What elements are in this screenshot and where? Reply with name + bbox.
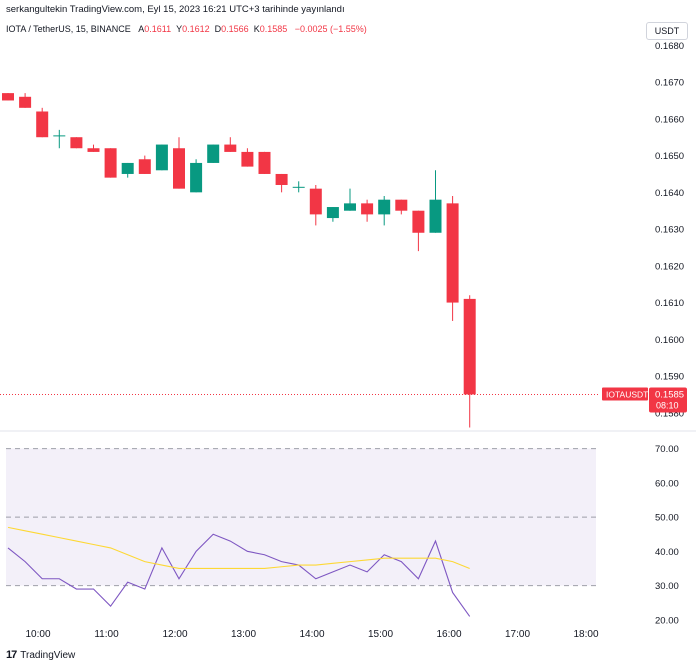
candle-body — [207, 144, 220, 163]
candle-body — [224, 144, 237, 152]
ohlc-value: 0.1612 — [182, 24, 210, 34]
rsi-tick-label: 20.00 — [655, 615, 679, 626]
time-tick-label: 17:00 — [505, 629, 530, 640]
symbol-legend: IOTA / TetherUS, 15, BINANCE A0.1611 Y0.1… — [6, 24, 372, 34]
time-tick-label: 18:00 — [573, 629, 598, 640]
rsi-tick-label: 50.00 — [655, 513, 679, 524]
ohlc-label: Y — [176, 24, 183, 34]
symbol-tag-text: IOTAUSDT — [606, 389, 648, 399]
price-tick-label: 0.1580 — [655, 408, 684, 419]
candle-body — [104, 148, 117, 178]
candle-body — [429, 199, 442, 233]
brand-text: TradingView — [20, 649, 76, 661]
time-tick-label: 15:00 — [368, 629, 393, 640]
price-tick-label: 0.1600 — [655, 335, 684, 346]
symbol-tag — [602, 387, 648, 401]
ohlc-value: 0.1566 — [221, 24, 249, 34]
ohlc-value: 0.1585 — [259, 24, 288, 34]
currency-button[interactable]: USDT — [646, 22, 688, 40]
ohlc-label: D — [214, 24, 222, 34]
rsi-tick-label: 70.00 — [655, 444, 679, 455]
candle-body — [309, 188, 322, 215]
change-value: −0.0025 (−1.55%) — [294, 24, 367, 34]
candle-body — [19, 96, 32, 108]
candle-body — [395, 199, 408, 211]
price-tick-label: 0.1620 — [655, 261, 684, 272]
published-note: serkangultekin TradingView.com, Eyl 15, … — [6, 4, 345, 15]
price-tick-label: 0.1610 — [655, 298, 684, 309]
rsi-band — [6, 448, 596, 586]
candle-body — [87, 148, 100, 152]
price-tick-label: 0.1630 — [655, 225, 684, 236]
candle-body — [70, 137, 83, 149]
candle-body — [412, 210, 425, 233]
rsi-tick-label: 30.00 — [655, 581, 679, 592]
price-tick-label: 0.1660 — [655, 114, 684, 125]
ohlc-value: 0.1611 — [144, 24, 172, 34]
price-tick-label: 0.1590 — [655, 372, 684, 383]
time-tick-label: 10:00 — [25, 629, 50, 640]
candle-body — [344, 203, 356, 211]
candle-body — [138, 159, 151, 174]
candle-body — [361, 203, 374, 215]
price-tag-value: 0.1585 — [655, 389, 684, 400]
candle-body — [2, 93, 14, 101]
footer-brand[interactable]: 17 TradingView — [6, 649, 75, 661]
rsi-tick-label: 60.00 — [655, 478, 679, 489]
ohlc-label: K — [253, 24, 260, 34]
ohlc-label: A — [138, 24, 145, 34]
time-tick-label: 13:00 — [231, 629, 256, 640]
candle-body — [190, 162, 203, 193]
candle-body — [36, 111, 49, 138]
candle-body — [326, 207, 339, 219]
candle-body — [155, 144, 168, 171]
price-tick-label: 0.1640 — [655, 188, 684, 199]
candle-body — [121, 162, 134, 174]
time-tick-label: 16:00 — [436, 629, 461, 640]
candle-body — [53, 135, 66, 137]
rsi-tick-label: 40.00 — [655, 547, 679, 558]
candle-body — [173, 148, 185, 189]
candle-body — [292, 186, 305, 188]
candle-body — [241, 151, 254, 167]
time-tick-label: 14:00 — [299, 629, 324, 640]
price-tick-label: 0.1670 — [655, 78, 684, 89]
price-tick-label: 0.1650 — [655, 151, 684, 162]
price-tag — [649, 387, 687, 413]
time-tick-label: 11:00 — [94, 629, 119, 640]
time-tick-label: 12:00 — [162, 629, 187, 640]
candle-body — [446, 203, 459, 303]
symbol-info[interactable]: IOTA / TetherUS, 15, BINANCE — [6, 24, 131, 34]
tradingview-logo: 17 — [6, 649, 17, 661]
rsi-ma-line — [7, 526, 470, 570]
candle-body — [378, 199, 391, 215]
candle-body — [258, 151, 271, 174]
price-tick-label: 0.1680 — [655, 41, 684, 52]
candle-body — [275, 173, 288, 185]
countdown-value: 08:10 — [656, 400, 679, 410]
candle-body — [463, 298, 476, 395]
